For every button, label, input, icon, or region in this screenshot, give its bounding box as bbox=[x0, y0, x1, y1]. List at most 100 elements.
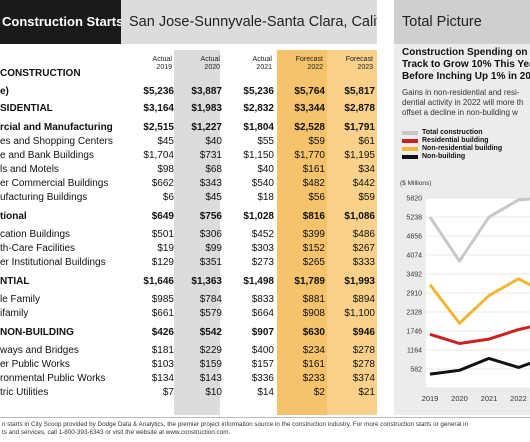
row-label: e) bbox=[0, 86, 9, 97]
row-value: $908 bbox=[302, 308, 325, 319]
row-value: $134 bbox=[151, 373, 174, 384]
row-value: $1,993 bbox=[344, 276, 375, 287]
row-value: $1,704 bbox=[143, 150, 174, 161]
column-header-3: Forecast 2022 bbox=[280, 56, 323, 72]
chart-description-line-2: dential activity in 2022 will more th bbox=[402, 98, 524, 107]
x-tick-label: 2020 bbox=[451, 394, 468, 403]
row-value: $3,887 bbox=[191, 86, 222, 97]
row-value: $7 bbox=[162, 387, 174, 398]
table-row: tric Utilities $7 $10 $14 $2 $21 bbox=[0, 387, 377, 401]
row-value: $881 bbox=[302, 294, 325, 305]
x-tick-label: 2022 bbox=[510, 394, 527, 403]
row-value: $6 bbox=[162, 192, 174, 203]
row-value: $1,770 bbox=[294, 150, 325, 161]
table-row: e) $5,236 $3,887 $5,236 $5,764 $5,817 bbox=[0, 86, 377, 100]
y-axis-unit: ($ Millions) bbox=[400, 180, 432, 187]
row-value: $1,791 bbox=[344, 122, 375, 133]
row-value: $234 bbox=[302, 345, 325, 356]
row-value: $399 bbox=[302, 229, 325, 240]
row-value: $662 bbox=[151, 178, 174, 189]
column-header-2: Actual 2021 bbox=[229, 56, 272, 72]
row-label: er Institutional Buildings bbox=[0, 257, 106, 268]
row-value: $55 bbox=[257, 136, 274, 147]
column-header-year: 2023 bbox=[357, 64, 373, 71]
row-value: $3,344 bbox=[294, 103, 325, 114]
row-label: tric Utilities bbox=[0, 387, 49, 398]
table-row: cation Buildings $501 $306 $452 $399 $486 bbox=[0, 229, 377, 243]
y-tick-label: 3492 bbox=[406, 272, 422, 279]
y-tick-label: 1164 bbox=[407, 348, 422, 355]
row-label: ways and Bridges bbox=[0, 345, 79, 356]
row-value: $540 bbox=[251, 178, 274, 189]
row-value: $894 bbox=[352, 294, 375, 305]
row-value: $61 bbox=[358, 136, 375, 147]
row-value: $333 bbox=[352, 257, 375, 268]
row-value: $661 bbox=[151, 308, 174, 319]
y-tick-label: 2910 bbox=[406, 291, 422, 298]
row-label: er Public Works bbox=[0, 359, 70, 370]
row-value: $486 bbox=[352, 229, 375, 240]
table-row: ifamily $661 $579 $664 $908 $1,100 bbox=[0, 308, 377, 322]
y-tick-label: 5238 bbox=[406, 215, 422, 222]
chart-heading-line-3: Before Inching Up 1% in 20 bbox=[402, 71, 530, 82]
column-shade-forecast-2023 bbox=[327, 50, 377, 415]
table-row: er Commercial Buildings $662 $343 $540 $482 $… bbox=[0, 178, 377, 192]
column-header-1: Actual 2020 bbox=[177, 56, 220, 72]
legend-swatch bbox=[402, 155, 418, 159]
chart-description: Gains in non-residential and resi- denti… bbox=[402, 88, 523, 118]
row-value: $1,227 bbox=[191, 122, 222, 133]
series-line bbox=[429, 325, 530, 346]
row-value: $2,832 bbox=[243, 103, 274, 114]
row-value: $5,764 bbox=[294, 86, 325, 97]
row-value: $1,086 bbox=[344, 211, 375, 222]
row-label: th-Care Facilities bbox=[0, 243, 76, 254]
row-value: $45 bbox=[205, 192, 222, 203]
row-value: $2,878 bbox=[344, 103, 375, 114]
table-row: ls and Motels $98 $68 $40 $161 $34 bbox=[0, 164, 377, 178]
table-row: tional $649 $756 $1,028 $816 $1,086 bbox=[0, 211, 377, 225]
y-tick-label: 4074 bbox=[406, 253, 422, 260]
row-label: ronmental Public Works bbox=[0, 373, 106, 384]
row-value: $14 bbox=[257, 387, 274, 398]
row-value: $306 bbox=[199, 229, 222, 240]
row-label: NON-BUILDING bbox=[0, 327, 74, 338]
legend-swatch bbox=[402, 139, 418, 143]
row-value: $303 bbox=[251, 243, 274, 254]
table-row: ufacturing Buildings $6 $45 $18 $56 $59 bbox=[0, 192, 377, 206]
table-title: Construction Starts bbox=[0, 0, 121, 44]
row-value: $343 bbox=[199, 178, 222, 189]
row-value: $374 bbox=[352, 373, 375, 384]
row-value: $664 bbox=[251, 308, 274, 319]
row-label: cation Buildings bbox=[0, 229, 71, 240]
row-value: $946 bbox=[352, 327, 375, 338]
row-label: er Commercial Buildings bbox=[0, 178, 109, 189]
row-value: $351 bbox=[199, 257, 222, 268]
series-line bbox=[429, 356, 530, 376]
row-value: $59 bbox=[308, 136, 325, 147]
row-value: $34 bbox=[358, 164, 375, 175]
row-value: $630 bbox=[302, 327, 325, 338]
row-value: $278 bbox=[352, 359, 375, 370]
row-value: $161 bbox=[302, 164, 325, 175]
row-value: $784 bbox=[199, 294, 222, 305]
legend-label: Residential building bbox=[422, 137, 489, 144]
row-value: $452 bbox=[251, 229, 274, 240]
legend-swatch bbox=[402, 147, 418, 151]
footnote-line-2: ts and services, call 1-800-393-6343 or … bbox=[2, 429, 231, 436]
table-row: NTIAL $1,646 $1,363 $1,498 $1,789 $1,993 bbox=[0, 276, 377, 290]
table-row: th-Care Facilities $19 $99 $303 $152 $267 bbox=[0, 243, 377, 257]
row-value: $400 bbox=[251, 345, 274, 356]
column-header-year: 2019 bbox=[156, 64, 172, 71]
row-value: $40 bbox=[257, 164, 274, 175]
table-row: er Public Works $103 $159 $157 $161 $278 bbox=[0, 359, 377, 373]
row-value: $579 bbox=[199, 308, 222, 319]
row-value: $229 bbox=[199, 345, 222, 356]
chart-description-line-1: Gains in non-residential and resi- bbox=[402, 88, 520, 97]
table-title-bar: Construction Starts San Jose-Sunnyvale-S… bbox=[0, 0, 377, 44]
column-header-0: Actual 2019 bbox=[129, 56, 172, 72]
legend-item: Total construction bbox=[402, 129, 502, 137]
row-value: $649 bbox=[151, 211, 174, 222]
footnote-line-1: n starts in City Scoop provided by Dodge… bbox=[2, 421, 469, 428]
row-value: $98 bbox=[157, 164, 174, 175]
row-label: le Family bbox=[0, 294, 41, 305]
